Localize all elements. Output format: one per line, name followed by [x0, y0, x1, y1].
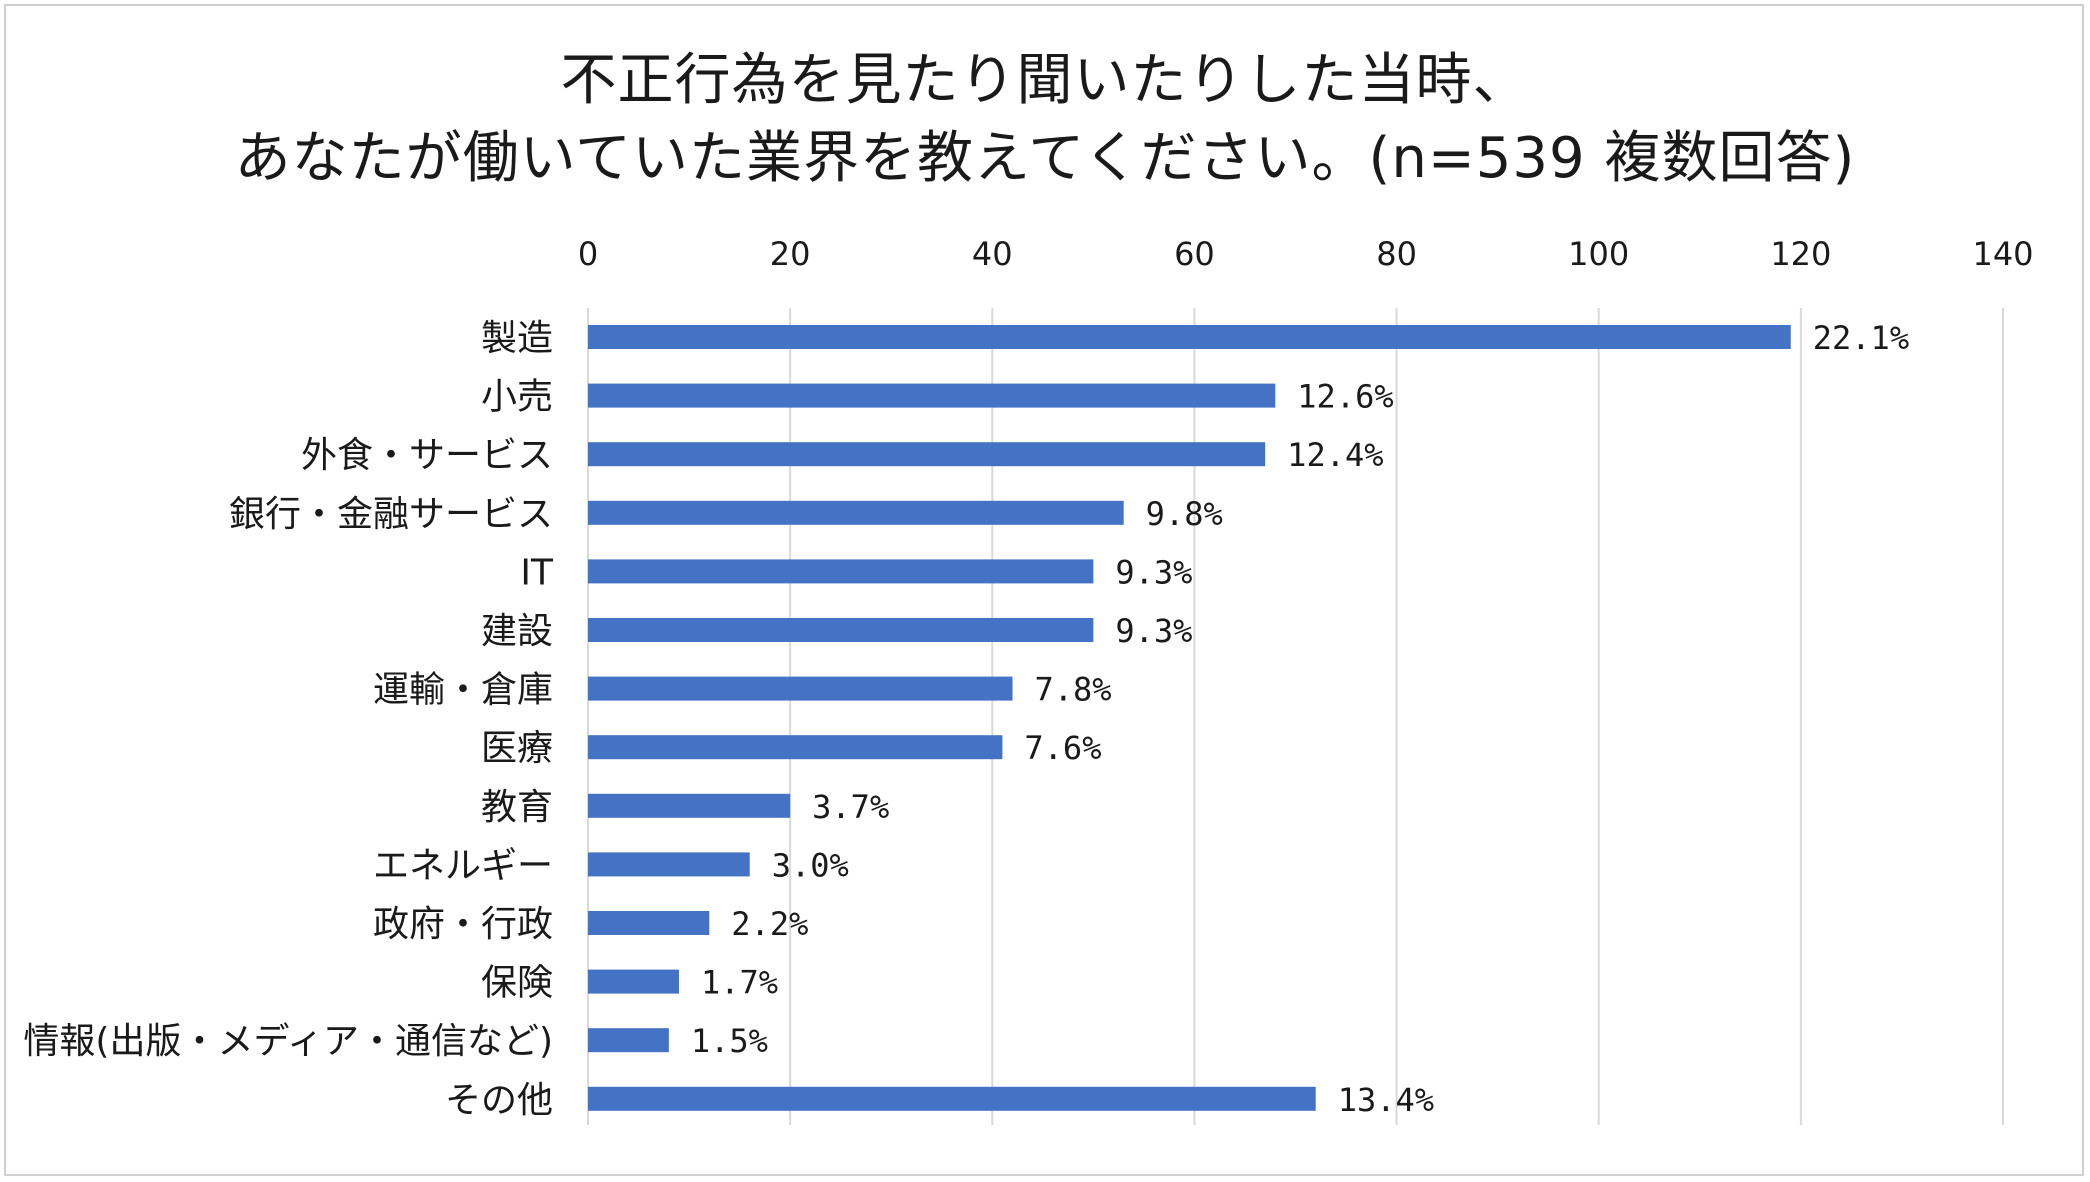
data-labels: 22.1%12.6%12.4%9.8%9.3%9.3%7.8%7.6%3.7%3…: [691, 319, 1909, 1119]
category-label-6: 運輸・倉庫: [373, 670, 553, 711]
data-label-8: 3.7%: [812, 788, 889, 826]
x-tick-label-40: 40: [972, 235, 1013, 273]
bar-1: [588, 383, 1276, 408]
data-label-12: 1.5%: [691, 1022, 768, 1060]
category-label-12: 情報(出版・メディア・通信など): [23, 1021, 553, 1062]
x-tick-label-60: 60: [1174, 235, 1215, 273]
category-label-13: その他: [445, 1080, 553, 1121]
bar-12: [588, 1028, 669, 1053]
category-label-2: 外食・サービス: [301, 435, 553, 476]
bar-0: [588, 325, 1791, 349]
chart-title-line-2: あなたが働いていた業界を教えてください。(n=539 複数回答): [234, 126, 1856, 191]
data-label-0: 22.1%: [1813, 319, 1909, 357]
bar-6: [588, 676, 1013, 701]
bar-8: [588, 793, 791, 818]
category-label-1: 小売: [481, 377, 553, 418]
data-label-13: 13.4%: [1338, 1081, 1434, 1119]
data-label-9: 3.0%: [772, 846, 849, 884]
bar-2: [588, 442, 1266, 467]
x-axis-ticks: 0 20 40 60 80 100 120 140: [578, 235, 2034, 273]
bar-13: [588, 1086, 1316, 1111]
data-label-7: 7.6%: [1024, 729, 1101, 767]
data-label-2: 12.4%: [1287, 436, 1383, 474]
bar-3: [588, 500, 1124, 525]
category-label-9: エネルギー: [373, 845, 553, 886]
category-label-3: 銀行・金融サービス: [229, 494, 553, 535]
data-label-3: 9.8%: [1146, 495, 1223, 533]
x-tick-label-120: 120: [1770, 235, 1831, 273]
category-label-8: 教育: [481, 787, 553, 828]
category-label-11: 保険: [481, 963, 553, 1004]
x-tick-label-0: 0: [578, 235, 598, 273]
bar-9: [588, 852, 750, 877]
data-label-10: 2.2%: [731, 905, 808, 943]
x-tick-label-20: 20: [770, 235, 811, 273]
bars: [588, 325, 1791, 1111]
category-label-10: 政府・行政: [373, 904, 553, 945]
category-label-4: IT: [520, 552, 554, 593]
data-label-4: 9.3%: [1115, 553, 1192, 591]
data-label-5: 9.3%: [1115, 612, 1192, 650]
data-label-6: 7.8%: [1035, 671, 1112, 709]
data-label-1: 12.6%: [1297, 378, 1393, 416]
chart-title: 不正行為を見たり聞いたりした当時、 あなたが働いていた業界を教えてください。(n…: [0, 42, 2090, 198]
category-label-0: 製造: [481, 318, 553, 359]
data-label-11: 1.7%: [701, 964, 778, 1002]
chart-title-line-1: 不正行為を見たり聞いたりした当時、: [560, 48, 1530, 113]
chart-frame: [4, 4, 2084, 1176]
gridlines: [587, 308, 2004, 1125]
x-tick-label-140: 140: [1972, 235, 2033, 273]
x-tick-label-80: 80: [1376, 235, 1417, 273]
bar-7: [588, 735, 1003, 760]
category-label-7: 医療: [481, 728, 553, 769]
bar-5: [588, 618, 1094, 642]
bar-10: [588, 911, 710, 935]
category-label-5: 建設: [481, 611, 553, 652]
x-tick-label-100: 100: [1568, 235, 1629, 273]
bar-11: [588, 969, 679, 994]
bar-4: [588, 559, 1094, 584]
